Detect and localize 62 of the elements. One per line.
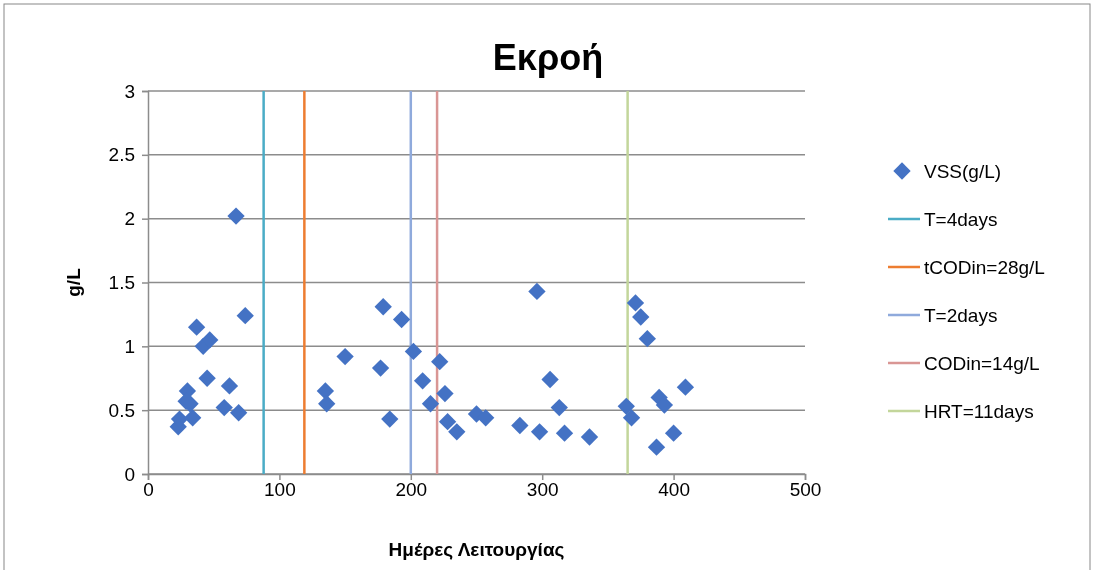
point [550,398,568,417]
point [541,370,559,389]
point [436,384,454,403]
point [201,331,219,349]
x-axis-title: Ημέρες Λειτουργίας [388,539,565,560]
point [187,318,206,336]
point [431,352,449,371]
y-tick-label: 0 [124,463,135,485]
y-tick-label: 2 [124,208,135,230]
point [664,424,683,442]
point [198,369,216,387]
x-tick-label: 0 [143,479,154,501]
point [530,423,549,441]
point [622,409,641,427]
point [392,310,411,329]
point [647,438,666,456]
y-tick-label: 1.5 [108,272,135,294]
legend-label: HRT=11days [924,401,1034,422]
point [215,398,233,417]
point [371,359,390,377]
y-axis-title: g/L [63,267,84,297]
point [336,347,354,366]
legend-label: CODin=14g/L [924,353,1040,374]
y-tick-label: 3 [124,80,135,102]
y-tick-label: 1 [124,335,135,357]
x-tick-label: 300 [526,479,559,501]
point [421,395,440,413]
point [374,298,392,316]
point [438,413,457,431]
chart-title: Εκροή [492,37,604,78]
point [318,395,336,413]
legend-label: tCODin=28g/L [924,257,1045,278]
y-tick-label: 2.5 [108,144,135,166]
point [381,410,399,428]
y-tick-label: 0.5 [108,399,135,421]
point [404,342,423,361]
point [632,308,650,326]
x-tick-label: 200 [395,479,428,501]
x-tick-label: 100 [264,479,296,501]
point [528,282,546,301]
legend-label: VSS(g/L) [924,161,1002,182]
legend-label: T=4days [924,209,998,230]
x-tick-label: 500 [789,479,822,501]
point [676,378,695,396]
point [220,377,239,395]
point [227,207,245,225]
point [555,424,574,442]
point [236,307,254,325]
point [511,416,529,435]
point [655,396,674,414]
point [230,404,248,422]
point [617,397,635,415]
point [477,409,495,427]
point [184,409,202,427]
point [626,294,645,312]
point [580,428,599,446]
point [413,372,432,390]
point [448,423,466,441]
legend-label: T=2days [924,305,998,326]
point [638,330,656,348]
point [316,382,335,400]
x-tick-label: 400 [658,479,690,501]
